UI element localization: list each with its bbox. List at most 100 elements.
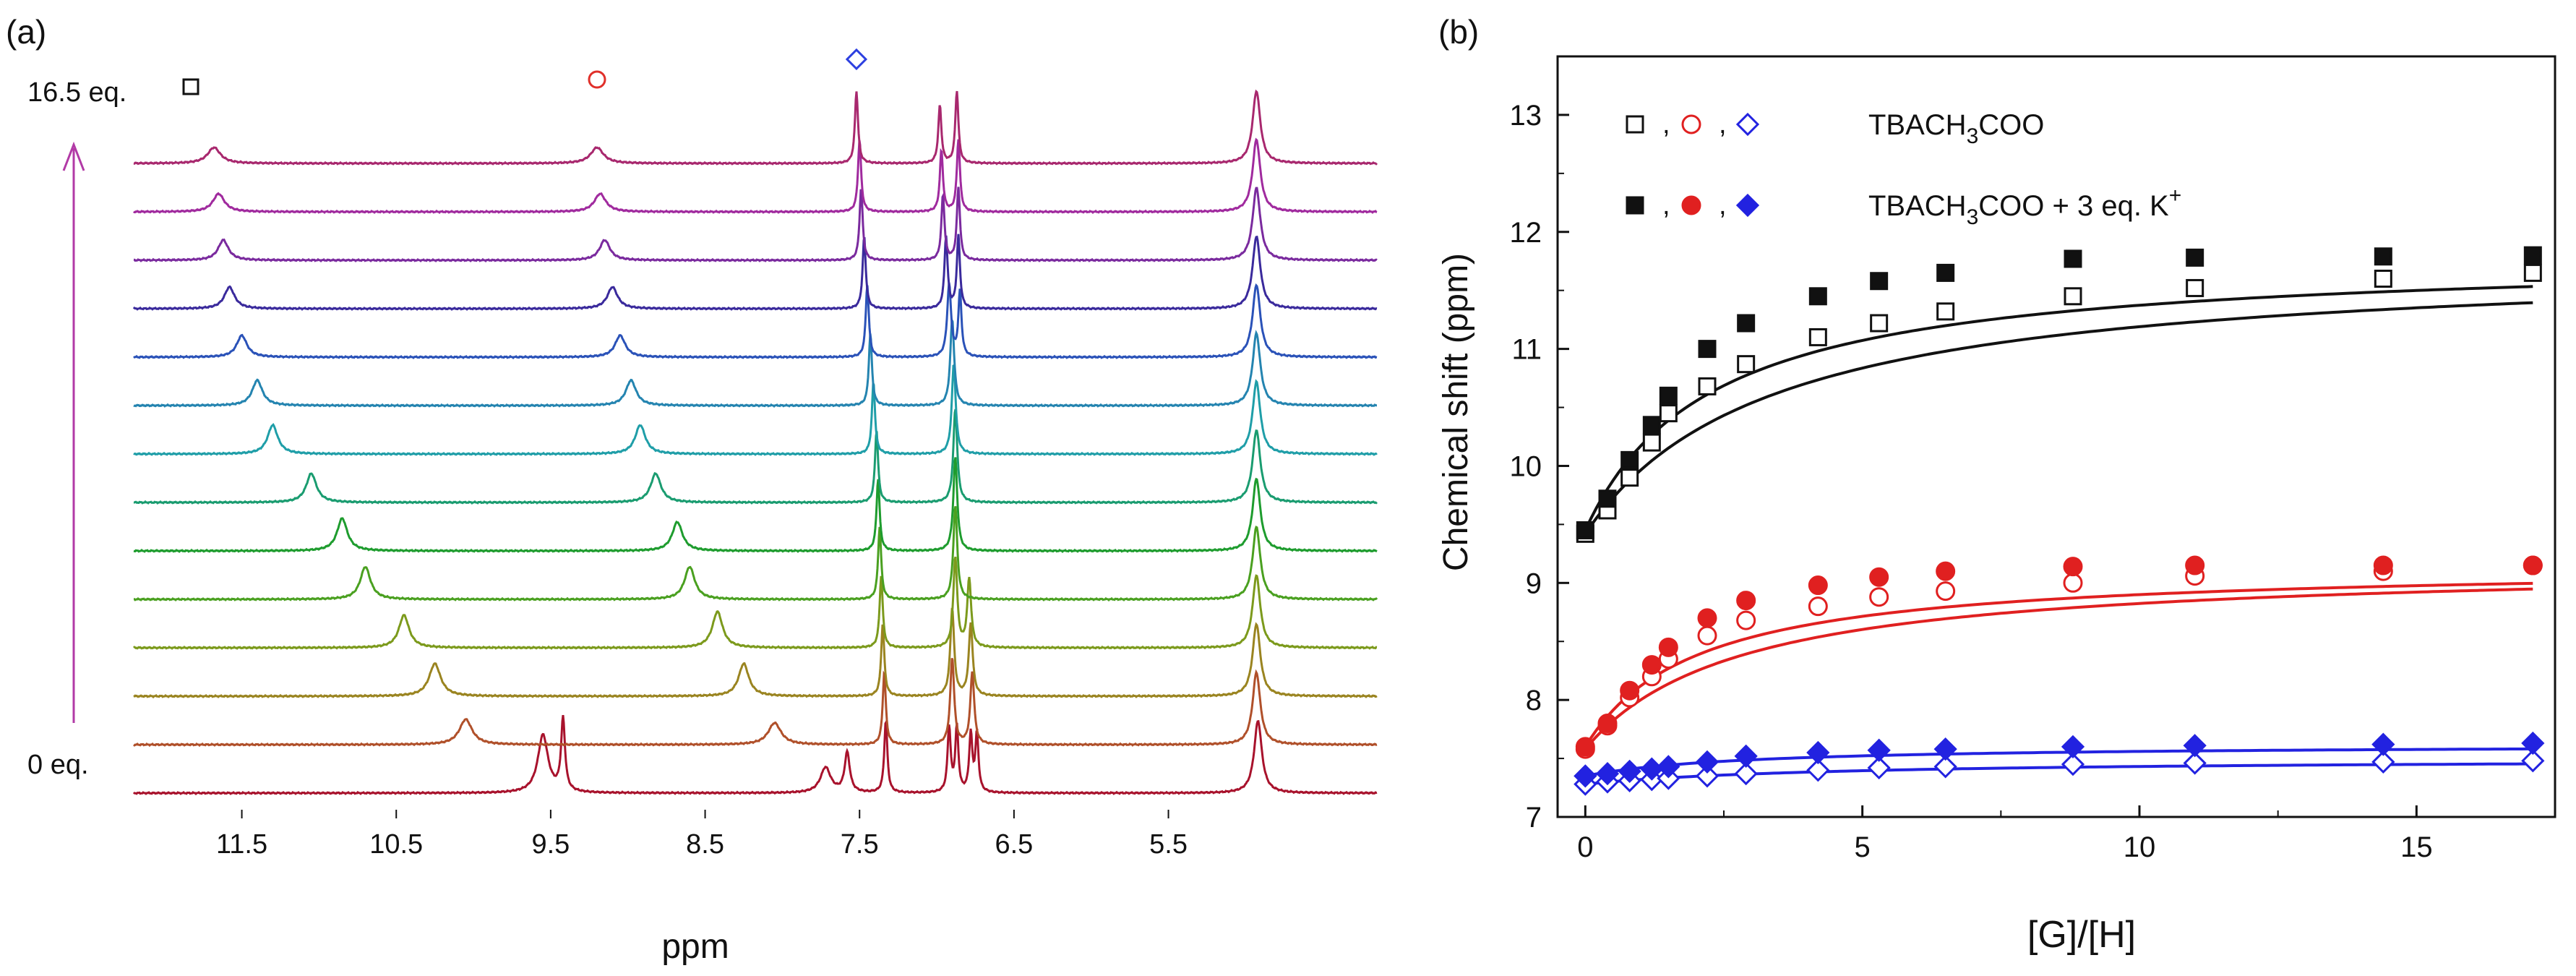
x-tick-label-1: 10.5 bbox=[369, 829, 423, 860]
data-point-s4-12 bbox=[2373, 555, 2393, 575]
x-tick-label-1: 5 bbox=[1855, 831, 1871, 863]
x-tick-label-4: 7.5 bbox=[841, 829, 879, 860]
panel-a-label: (a) bbox=[6, 13, 46, 51]
data-point-s2-7 bbox=[1806, 758, 1830, 782]
spectrum-6 bbox=[133, 408, 1378, 505]
data-point-s5-8 bbox=[1867, 738, 1891, 762]
data-point-s4-7 bbox=[1808, 575, 1828, 596]
fit-curve-0 bbox=[1584, 301, 2533, 535]
open-diamond-marker bbox=[845, 48, 868, 71]
y-tick-label-0: 7 bbox=[1526, 802, 1542, 834]
data-point-s5-0 bbox=[1573, 764, 1597, 788]
top-eq-label: 16.5 eq. bbox=[27, 77, 126, 108]
legend-symbol-0-0 bbox=[1626, 115, 1644, 134]
legend-symbol-1-2 bbox=[1735, 193, 1760, 218]
spectrum-10 bbox=[132, 234, 1378, 311]
data-point-s2-8 bbox=[1867, 755, 1891, 780]
fit-curve-1 bbox=[1584, 587, 2533, 750]
plot-frame bbox=[1556, 55, 2556, 818]
data-point-s5-11 bbox=[2183, 734, 2207, 758]
data-point-s1-5 bbox=[1697, 625, 1717, 646]
data-point-s5-4 bbox=[1657, 755, 1680, 779]
data-point-s0-3 bbox=[1642, 433, 1661, 452]
y-tick-label-2: 9 bbox=[1526, 568, 1542, 599]
x-tick-label-2: 10 bbox=[2124, 831, 2156, 863]
y-tick-label-6: 13 bbox=[1510, 100, 1542, 132]
data-point-s4-2 bbox=[1620, 680, 1640, 701]
x-tick-label-6: 5.5 bbox=[1149, 829, 1188, 860]
fit-curve-2 bbox=[1585, 762, 2533, 786]
legend-separator: , bbox=[1662, 109, 1670, 140]
data-point-s5-10 bbox=[2061, 735, 2085, 759]
data-point-s1-10 bbox=[2063, 573, 2083, 593]
data-point-s0-10 bbox=[2064, 287, 2082, 306]
data-point-s2-9 bbox=[1933, 755, 1957, 779]
data-point-s0-2 bbox=[1620, 468, 1639, 487]
progress-arrow-head bbox=[62, 141, 85, 171]
data-point-s5-5 bbox=[1695, 750, 1720, 774]
data-point-s0-9 bbox=[1936, 302, 1955, 321]
panel-b-label: (b) bbox=[1438, 13, 1479, 51]
data-point-s4-5 bbox=[1697, 608, 1717, 628]
x-tick-label-3: 15 bbox=[2400, 831, 2433, 863]
data-point-s2-12 bbox=[2371, 750, 2395, 774]
data-point-s3-12 bbox=[2374, 247, 2392, 266]
data-point-s4-1 bbox=[1597, 714, 1618, 734]
data-point-s0-13 bbox=[2523, 263, 2542, 282]
legend-symbol-0-2 bbox=[1735, 112, 1760, 137]
spectrum-13 bbox=[133, 89, 1378, 166]
data-point-s3-0 bbox=[1576, 521, 1594, 539]
nmr-spectra-panel: 11.5 10.5 9.5 8.5 7.5 6.5 5.5 bbox=[62, 48, 1378, 860]
data-point-s0-5 bbox=[1698, 377, 1717, 395]
data-point-s2-6 bbox=[1734, 761, 1758, 786]
y-axis-label: Chemical shift (ppm) bbox=[1437, 253, 1475, 571]
fit-curve-3 bbox=[1584, 285, 2533, 531]
spectrum-7 bbox=[133, 364, 1378, 456]
data-point-s3-3 bbox=[1642, 416, 1661, 435]
legend-symbol-1-0 bbox=[1626, 196, 1644, 215]
data-point-s3-10 bbox=[2064, 249, 2082, 268]
data-point-s2-4 bbox=[1657, 766, 1680, 790]
data-point-s3-2 bbox=[1620, 450, 1639, 469]
data-point-s2-11 bbox=[2183, 751, 2207, 775]
data-point-s4-0 bbox=[1575, 737, 1595, 757]
titration-plot-panel: 0 5 10 15 7 8 9 10 11 12 13,, TBACH3COO,, TBACH3COO … bbox=[1510, 55, 2556, 863]
data-point-s0-4 bbox=[1659, 404, 1678, 423]
ppm-axis-label: ppm bbox=[661, 928, 729, 966]
y-tick-label-3: 10 bbox=[1510, 450, 1542, 482]
data-point-s3-8 bbox=[1870, 272, 1889, 291]
data-point-s0-7 bbox=[1808, 328, 1827, 346]
data-point-s3-1 bbox=[1598, 489, 1617, 508]
data-point-s1-8 bbox=[1869, 587, 1889, 607]
data-point-s4-13 bbox=[2523, 555, 2543, 575]
data-point-s2-10 bbox=[2061, 753, 2085, 776]
fit-curve-4 bbox=[1584, 581, 2533, 748]
data-point-s3-9 bbox=[1936, 263, 1955, 282]
data-point-s3-7 bbox=[1808, 287, 1827, 306]
data-point-s0-11 bbox=[2186, 278, 2204, 297]
data-point-s4-9 bbox=[1936, 561, 1956, 581]
spectrum-12 bbox=[132, 137, 1378, 214]
spectrum-4 bbox=[133, 505, 1378, 602]
legend-symbol-0-1 bbox=[1681, 114, 1701, 134]
legend-text-0: TBACH3COO bbox=[1868, 109, 2044, 148]
spectrum-0 bbox=[132, 715, 1378, 796]
legend-symbol-1-1 bbox=[1681, 195, 1701, 215]
data-point-s5-1 bbox=[1595, 761, 1620, 786]
spectrum-1 bbox=[133, 657, 1378, 748]
y-tick-label-1: 8 bbox=[1526, 685, 1542, 716]
data-point-s4-11 bbox=[2185, 555, 2205, 575]
data-point-s5-7 bbox=[1806, 740, 1830, 765]
data-point-s1-6 bbox=[1736, 610, 1756, 630]
spectrum-9 bbox=[133, 282, 1378, 359]
data-point-s4-3 bbox=[1641, 655, 1662, 675]
data-point-s4-6 bbox=[1736, 591, 1756, 611]
x-tick-label-0: 0 bbox=[1577, 831, 1593, 863]
spectrum-5 bbox=[133, 457, 1378, 553]
data-point-s3-13 bbox=[2523, 246, 2542, 265]
data-point-s5-9 bbox=[1933, 737, 1957, 761]
spectrum-2 bbox=[133, 607, 1378, 699]
open-square-marker bbox=[182, 78, 199, 95]
x-tick-label-5: 6.5 bbox=[995, 829, 1033, 860]
